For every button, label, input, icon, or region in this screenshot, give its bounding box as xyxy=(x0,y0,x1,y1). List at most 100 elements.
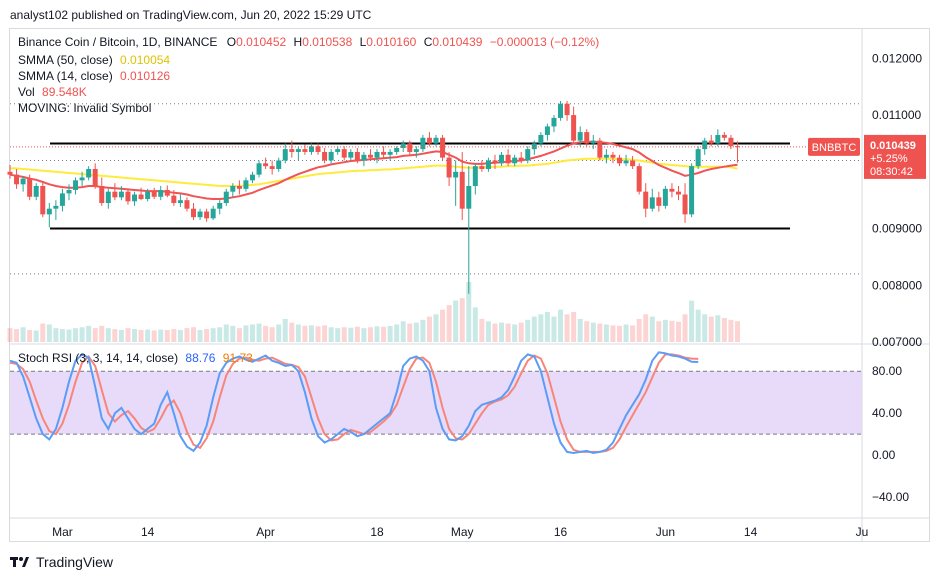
candle-body xyxy=(164,189,170,196)
volume-bar xyxy=(99,325,105,342)
stoch-k-line xyxy=(9,351,699,455)
time-tick-label: 14 xyxy=(141,525,155,539)
candle-body xyxy=(597,140,603,158)
volume-bar xyxy=(86,325,92,342)
candle-body xyxy=(525,149,531,161)
published-text: analyst102 published on TradingView.com,… xyxy=(10,8,372,22)
volume-bar xyxy=(512,324,518,342)
candle-body xyxy=(79,177,85,181)
volume-bar xyxy=(479,318,485,342)
candle-body xyxy=(453,171,459,178)
volume-bar xyxy=(472,307,478,342)
volume-bar xyxy=(73,328,79,342)
candle-body xyxy=(99,186,105,204)
candle-body xyxy=(407,143,413,152)
legend-stoch-label: Stoch RSI (3, 3, 14, 14, close) xyxy=(18,351,179,365)
volume-bar xyxy=(374,326,380,342)
candle-body xyxy=(328,151,334,161)
header-bar: analyst102 published on TradingView.com,… xyxy=(0,0,941,28)
volume-bar xyxy=(289,322,295,342)
volume-bar xyxy=(440,309,446,342)
candle-body xyxy=(584,132,590,144)
price-tick-label: 0.008000 xyxy=(872,278,922,292)
stoch-tick-label: 80.00 xyxy=(872,364,902,378)
volume-bar xyxy=(308,325,314,342)
volume-bar xyxy=(132,329,138,342)
candle-body xyxy=(322,151,328,161)
candle-body xyxy=(105,191,111,204)
volume-bar xyxy=(151,330,157,342)
candle-body xyxy=(440,137,446,158)
volume-bar xyxy=(92,328,98,342)
time-tick-label: May xyxy=(451,525,474,539)
stoch-tick-label: 40.00 xyxy=(872,406,902,420)
volume-bar xyxy=(656,321,662,342)
volume-bar xyxy=(721,318,727,342)
legend-sma50-row: SMMA (50, close) 0.010054 xyxy=(18,52,170,68)
candle-body xyxy=(662,188,668,206)
volume-bar xyxy=(505,323,511,342)
volume-bar xyxy=(407,323,413,342)
candle-body xyxy=(387,151,393,155)
legend-vol-label: Vol xyxy=(18,85,35,99)
legend-open: 0.010452 xyxy=(236,35,287,49)
volume-bar xyxy=(105,328,111,342)
volume-bar xyxy=(433,314,439,342)
volume-bar xyxy=(236,328,242,342)
volume-bar xyxy=(597,323,603,342)
volume-bar xyxy=(40,323,46,342)
candle-body xyxy=(315,146,321,152)
candle-body xyxy=(669,188,675,192)
candle-body xyxy=(145,191,151,200)
candle-body xyxy=(204,211,210,219)
volume-bar xyxy=(79,327,85,342)
volume-bar xyxy=(584,321,590,342)
footer-brand[interactable]: TradingView xyxy=(10,554,113,570)
volume-bar xyxy=(466,282,472,342)
candle-body xyxy=(276,160,282,169)
time-tick-label: 16 xyxy=(554,525,568,539)
candle-body xyxy=(92,168,98,186)
candle-body xyxy=(269,166,275,169)
candle-body xyxy=(400,143,406,148)
volume-bar xyxy=(269,327,275,342)
volume-bar xyxy=(544,312,550,342)
candle-body xyxy=(544,126,550,135)
legend-sma14-label: SMMA (14, close) xyxy=(18,69,113,83)
volume-bar xyxy=(302,325,308,342)
volume-bar xyxy=(499,322,505,342)
volume-bar xyxy=(603,324,609,342)
candle-body xyxy=(512,157,518,164)
volume-bar xyxy=(525,319,531,342)
price-tick-label: 0.007000 xyxy=(872,335,922,349)
volume-bar xyxy=(492,323,498,342)
candle-body xyxy=(564,103,570,116)
volume-bar xyxy=(551,316,557,342)
price-badge xyxy=(864,134,926,179)
candle-body xyxy=(249,174,255,181)
volume-bar xyxy=(538,314,544,342)
legend-high: 0.010538 xyxy=(302,35,353,49)
volume-bar xyxy=(354,326,360,342)
candle-body xyxy=(721,134,727,138)
volume-bar xyxy=(328,327,334,342)
volume-bar xyxy=(20,327,26,342)
candle-body xyxy=(302,149,308,152)
volume-bar xyxy=(400,321,406,342)
legend-moving-row: MOVING: Invalid Symbol xyxy=(18,100,151,116)
candle-body xyxy=(420,137,426,150)
volume-bar xyxy=(623,324,629,342)
candle-body xyxy=(630,160,636,167)
legend-stoch-k: 88.76 xyxy=(185,351,216,365)
candle-body xyxy=(708,140,714,144)
volume-bar xyxy=(610,325,616,342)
candle-body xyxy=(354,151,360,161)
legend-stoch-d: 91.73 xyxy=(222,351,253,365)
candle-body xyxy=(426,137,432,144)
time-tick-label: Apr xyxy=(256,525,275,539)
candle-body xyxy=(20,178,26,185)
volume-bar xyxy=(734,321,740,342)
candle-body xyxy=(531,143,537,150)
candle-body xyxy=(623,160,629,164)
